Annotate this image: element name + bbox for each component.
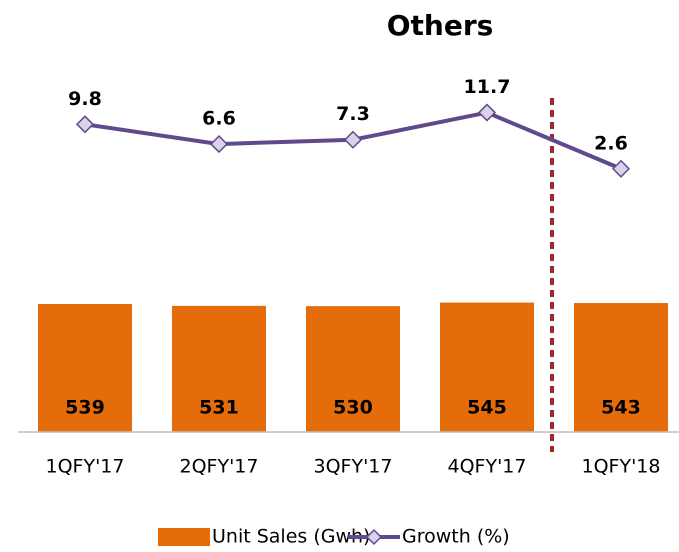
legend-marker bbox=[365, 528, 383, 546]
line-value-label: 6.6 bbox=[202, 108, 236, 130]
line-value-label: 7.3 bbox=[336, 103, 370, 125]
chart-title: Others bbox=[387, 9, 494, 42]
bar bbox=[574, 303, 668, 432]
bar-value-label: 539 bbox=[65, 397, 105, 419]
legend-label: Growth (%) bbox=[402, 526, 510, 548]
bar-value-label: 531 bbox=[199, 397, 239, 419]
growth-marker bbox=[611, 159, 631, 178]
bar-value-label: 530 bbox=[333, 397, 373, 419]
bar bbox=[306, 306, 400, 432]
bar-value-label: 545 bbox=[467, 397, 507, 419]
growth-marker bbox=[75, 115, 95, 134]
x-tick-label: 3QFY'17 bbox=[314, 456, 393, 478]
growth-marker bbox=[477, 103, 497, 122]
growth-marker bbox=[209, 135, 229, 154]
legend-swatch bbox=[158, 528, 210, 546]
bar bbox=[38, 303, 132, 432]
line-value-label: 2.6 bbox=[594, 132, 628, 154]
x-tick-label: 1QFY'18 bbox=[582, 456, 661, 478]
bar-value-label: 543 bbox=[601, 397, 641, 419]
x-tick-label: 4QFY'17 bbox=[448, 456, 527, 478]
line-value-label: 9.8 bbox=[68, 88, 102, 110]
bar bbox=[440, 302, 534, 432]
growth-marker bbox=[343, 130, 363, 149]
line-value-label: 11.7 bbox=[464, 76, 511, 98]
legend-label: Unit Sales (Gwh) bbox=[212, 526, 370, 548]
x-tick-label: 1QFY'17 bbox=[46, 456, 125, 478]
x-tick-label: 2QFY'17 bbox=[180, 456, 259, 478]
bar bbox=[172, 305, 266, 432]
